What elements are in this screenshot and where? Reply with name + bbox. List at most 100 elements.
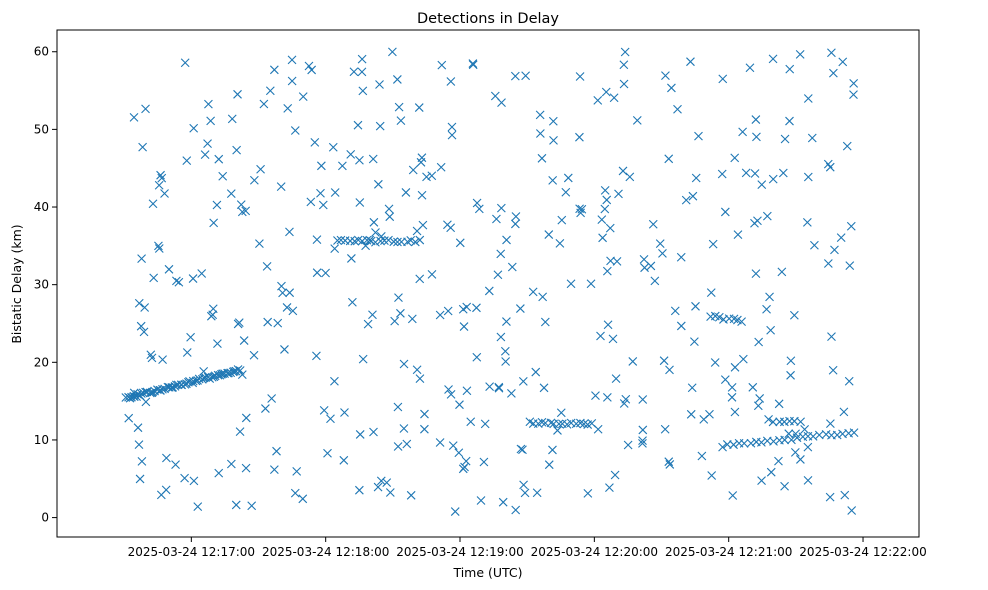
data-point — [263, 317, 273, 327]
x-tick-label: 2025-03-24 12:20:00 — [531, 545, 658, 559]
data-point — [494, 382, 504, 392]
data-point — [447, 130, 457, 140]
data-point — [437, 60, 447, 70]
data-point — [828, 365, 838, 375]
data-point — [227, 114, 237, 124]
data-point — [304, 61, 314, 71]
data-point — [502, 317, 511, 326]
data-point — [249, 350, 259, 360]
data-point — [154, 180, 164, 190]
data-point — [173, 380, 183, 390]
data-point — [549, 135, 558, 145]
data-point — [706, 288, 716, 297]
data-point — [298, 494, 308, 504]
data-point — [373, 179, 383, 189]
y-axis-ticks: 0 10 20 30 40 50 60 — [34, 45, 57, 525]
chart-title: Detections in Delay — [417, 11, 559, 27]
data-point — [427, 171, 437, 181]
data-point — [267, 394, 277, 403]
data-point — [213, 339, 222, 348]
data-point — [158, 355, 167, 365]
data-point — [135, 474, 145, 484]
data-point — [808, 431, 818, 441]
data-point — [842, 141, 852, 151]
data-point — [691, 173, 701, 183]
data-point — [839, 407, 849, 417]
data-point — [326, 414, 335, 424]
data-point — [455, 238, 465, 248]
data-point — [544, 230, 554, 239]
data-point — [660, 424, 670, 434]
data-point — [276, 182, 286, 192]
data-point — [554, 419, 564, 429]
data-point — [609, 93, 619, 103]
data-point — [346, 254, 356, 263]
data-point — [619, 60, 629, 70]
data-point — [828, 68, 838, 78]
data-point — [737, 317, 746, 327]
data-point — [410, 237, 420, 247]
data-point — [385, 488, 395, 497]
data-point — [575, 132, 584, 142]
data-point — [658, 249, 667, 258]
data-point — [393, 402, 403, 412]
data-point — [555, 238, 565, 248]
x-axis-label: Time (UTC) — [452, 565, 522, 580]
data-point — [189, 476, 199, 486]
data-point — [548, 445, 557, 455]
data-point — [203, 139, 212, 149]
data-point — [479, 457, 489, 467]
data-point — [233, 319, 243, 329]
data-point — [337, 161, 347, 171]
x-axis-ticks: 2025-03-24 12:17:00 2025-03-24 12:18:00 20… — [128, 537, 927, 559]
data-point — [137, 456, 147, 466]
data-point — [796, 455, 805, 464]
data-point — [830, 245, 839, 255]
data-point — [197, 269, 207, 278]
data-point — [535, 110, 545, 120]
data-point — [312, 351, 321, 361]
data-point — [745, 63, 755, 73]
data-point — [186, 332, 195, 342]
data-point — [628, 357, 638, 366]
data-point — [537, 417, 547, 427]
data-point — [349, 67, 359, 77]
data-point — [789, 310, 799, 320]
data-point — [803, 442, 813, 452]
data-point — [751, 115, 761, 124]
data-point — [399, 424, 409, 433]
data-point — [233, 365, 243, 374]
data-point — [618, 166, 628, 176]
data-point — [640, 263, 649, 273]
data-point — [129, 388, 139, 398]
data-point — [316, 188, 325, 198]
data-point — [139, 327, 149, 337]
data-point — [714, 312, 724, 322]
data-point — [330, 244, 340, 253]
data-point — [603, 320, 613, 330]
data-point — [407, 314, 417, 324]
data-point — [205, 374, 215, 383]
data-point — [148, 199, 158, 209]
data-point — [750, 169, 760, 178]
data-point — [406, 490, 416, 500]
data-point — [420, 424, 429, 434]
data-point — [520, 488, 530, 498]
data-point — [847, 506, 857, 515]
data-point — [384, 235, 393, 245]
data-point — [665, 365, 674, 375]
data-point — [323, 448, 332, 458]
data-point — [346, 149, 356, 159]
data-point — [694, 131, 703, 141]
data-point — [226, 459, 236, 469]
data-point — [844, 376, 854, 386]
data-point — [310, 138, 320, 147]
data-point — [686, 409, 696, 419]
data-point — [546, 418, 556, 428]
data-point — [766, 325, 776, 335]
data-point — [757, 180, 767, 190]
data-point — [803, 476, 813, 485]
data-point — [502, 235, 511, 245]
data-point — [748, 382, 758, 392]
